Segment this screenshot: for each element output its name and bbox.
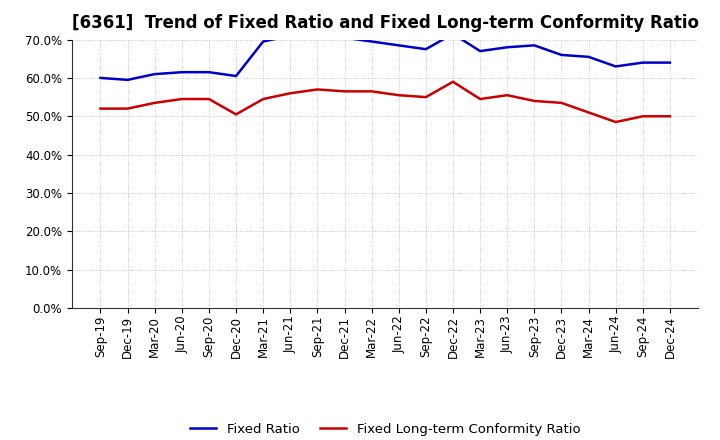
Fixed Long-term Conformity Ratio — [584, 110, 593, 115]
Fixed Ratio — [123, 77, 132, 82]
Fixed Long-term Conformity Ratio — [178, 96, 186, 102]
Legend: Fixed Ratio, Fixed Long-term Conformity Ratio: Fixed Ratio, Fixed Long-term Conformity … — [185, 418, 585, 440]
Fixed Ratio — [367, 39, 376, 44]
Fixed Long-term Conformity Ratio — [367, 89, 376, 94]
Fixed Long-term Conformity Ratio — [259, 96, 268, 102]
Fixed Ratio — [259, 39, 268, 44]
Fixed Ratio — [395, 43, 403, 48]
Fixed Ratio — [421, 47, 430, 52]
Fixed Long-term Conformity Ratio — [341, 89, 349, 94]
Fixed Ratio — [96, 75, 105, 81]
Fixed Ratio — [557, 52, 566, 58]
Fixed Ratio — [584, 54, 593, 59]
Fixed Ratio — [286, 33, 294, 38]
Fixed Ratio — [449, 31, 457, 37]
Fixed Ratio — [530, 43, 539, 48]
Fixed Ratio — [476, 48, 485, 54]
Fixed Ratio — [313, 31, 322, 37]
Fixed Ratio — [639, 60, 647, 65]
Fixed Long-term Conformity Ratio — [313, 87, 322, 92]
Fixed Long-term Conformity Ratio — [665, 114, 674, 119]
Fixed Long-term Conformity Ratio — [96, 106, 105, 111]
Fixed Long-term Conformity Ratio — [530, 98, 539, 103]
Fixed Long-term Conformity Ratio — [150, 100, 159, 106]
Fixed Ratio — [204, 70, 213, 75]
Fixed Long-term Conformity Ratio — [395, 92, 403, 98]
Fixed Long-term Conformity Ratio — [286, 91, 294, 96]
Fixed Ratio — [150, 71, 159, 77]
Fixed Long-term Conformity Ratio — [503, 92, 511, 98]
Fixed Ratio — [232, 73, 240, 79]
Line: Fixed Long-term Conformity Ratio: Fixed Long-term Conformity Ratio — [101, 82, 670, 122]
Fixed Long-term Conformity Ratio — [557, 100, 566, 106]
Fixed Long-term Conformity Ratio — [204, 96, 213, 102]
Fixed Ratio — [611, 64, 620, 69]
Fixed Ratio — [503, 44, 511, 50]
Fixed Long-term Conformity Ratio — [123, 106, 132, 111]
Fixed Long-term Conformity Ratio — [476, 96, 485, 102]
Fixed Ratio — [665, 60, 674, 65]
Fixed Long-term Conformity Ratio — [421, 95, 430, 100]
Fixed Long-term Conformity Ratio — [449, 79, 457, 84]
Fixed Long-term Conformity Ratio — [611, 119, 620, 125]
Fixed Long-term Conformity Ratio — [232, 112, 240, 117]
Fixed Long-term Conformity Ratio — [639, 114, 647, 119]
Title: [6361]  Trend of Fixed Ratio and Fixed Long-term Conformity Ratio: [6361] Trend of Fixed Ratio and Fixed Lo… — [72, 15, 698, 33]
Line: Fixed Ratio: Fixed Ratio — [101, 34, 670, 80]
Fixed Ratio — [341, 35, 349, 40]
Fixed Ratio — [178, 70, 186, 75]
